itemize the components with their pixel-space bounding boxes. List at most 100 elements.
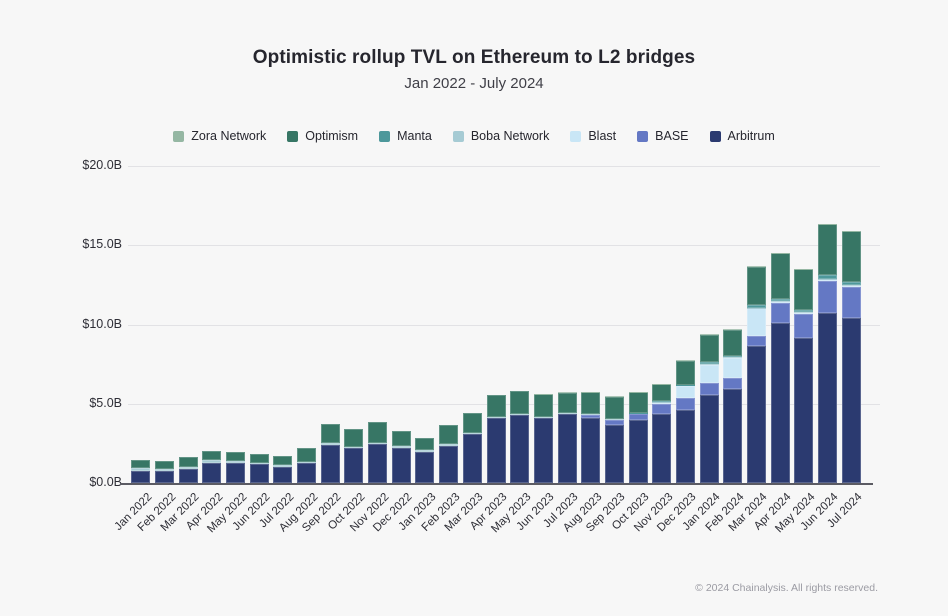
bar-segment-boba-network: [794, 312, 814, 314]
bar-segment-optimism: [249, 453, 269, 463]
gridline: [128, 325, 880, 326]
bar-feb-2023: [439, 0, 459, 483]
legend-swatch-manta: [379, 130, 391, 142]
bar-segment-arbitrum: [155, 470, 175, 483]
bar-segment-optimism: [557, 392, 577, 414]
bar-segment-optimism: [178, 457, 198, 467]
bar-segment-base: [675, 398, 695, 410]
bar-segment-optimism: [297, 448, 317, 462]
bar-segment-blast: [723, 357, 743, 378]
bar-segment-boba-network: [817, 278, 837, 280]
y-axis-label: $15.0B: [82, 237, 122, 252]
bar-segment-base: [604, 419, 624, 425]
bar-oct-2023: [628, 0, 648, 483]
bar-segment-boba-network: [628, 413, 648, 415]
bar-segment-boba-network: [297, 461, 317, 464]
bar-segment-optimism: [368, 422, 388, 443]
bar-segment-optimism: [391, 431, 411, 447]
bar-segment-arbitrum: [297, 463, 317, 483]
bar-segment-arbitrum: [652, 414, 672, 483]
bar-segment-arbitrum: [770, 322, 790, 483]
legend-label: Manta: [397, 129, 432, 143]
bar-segment-arbitrum: [344, 448, 364, 483]
bar-segment-manta: [794, 310, 814, 313]
bar-segment-optimism: [604, 396, 624, 419]
legend-swatch-boba-network: [452, 130, 464, 142]
bar-segment-arbitrum: [510, 414, 530, 483]
legend-swatch-base: [637, 130, 649, 142]
legend-swatch-zora-network: [173, 130, 185, 142]
bar-dec-2023: [675, 0, 695, 483]
bar-segment-optimism: [746, 266, 766, 306]
bar-mar-2023: [462, 0, 482, 483]
legend-item-zora-network: Zora Network: [173, 129, 266, 143]
bar-segment-optimism: [131, 459, 151, 469]
bar-segment-arbitrum: [368, 444, 388, 483]
bar-segment-boba-network: [462, 432, 482, 435]
bar-segment-optimism: [226, 452, 246, 461]
y-axis-label: $0.0B: [89, 475, 122, 489]
bar-segment-boba-network: [226, 460, 246, 464]
bar-segment-boba-network: [202, 460, 222, 464]
bar-segment-boba-network: [510, 413, 530, 415]
bar-aug-2022: [297, 0, 317, 483]
bar-segment-boba-network: [604, 418, 624, 420]
legend-item-manta: Manta: [379, 129, 432, 143]
bar-segment-blast: [675, 386, 695, 399]
x-axis-baseline: [120, 483, 873, 485]
bar-segment-boba-network: [273, 465, 293, 467]
y-axis-label: $20.0B: [82, 158, 122, 172]
bar-segment-arbitrum: [273, 466, 293, 483]
bar-may-2023: [510, 0, 530, 483]
bar-nov-2023: [652, 0, 672, 483]
bar-segment-manta: [628, 412, 648, 414]
copyright-text: © 2024 Chainalysis. All rights reserved.: [695, 582, 878, 594]
bar-jul-2023: [557, 0, 577, 483]
bar-segment-manta: [770, 299, 790, 302]
bar-sep-2023: [604, 0, 624, 483]
bar-segment-base: [628, 414, 648, 420]
bar-segment-optimism: [273, 455, 293, 466]
bar-segment-base: [746, 336, 766, 347]
legend-label: Arbitrum: [727, 129, 775, 143]
legend: Zora Network Optimism Manta Boba Network Bla…: [0, 129, 948, 143]
bar-segment-blast: [652, 402, 672, 405]
legend-label: BASE: [655, 129, 689, 143]
chart-title: Optimistic rollup TVL on Ethereum to L2 …: [252, 47, 696, 68]
bar-segment-base: [770, 303, 790, 323]
bar-segment-manta: [746, 305, 766, 308]
bar-segment-optimism: [533, 394, 553, 418]
bar-segment-boba-network: [557, 413, 577, 415]
bar-segment-boba-network: [486, 417, 506, 419]
bar-oct-2022: [344, 0, 364, 483]
bar-segment-blast: [746, 308, 766, 337]
bar-segment-boba-network: [841, 285, 861, 286]
legend-item-arbitrum: Arbitrum: [709, 129, 775, 143]
bar-segment-optimism: [155, 460, 175, 469]
legend-item-boba-network: Boba Network: [452, 129, 549, 143]
bar-segment-boba-network: [439, 444, 459, 446]
bar-segment-optimism: [415, 437, 435, 451]
bar-jan-2024: [699, 0, 719, 483]
bar-segment-arbitrum: [604, 424, 624, 483]
bar-segment-manta: [652, 400, 672, 402]
bar-segment-arbitrum: [320, 444, 340, 483]
bar-may-2022: [226, 0, 246, 483]
bar-segment-arbitrum: [391, 447, 411, 483]
bar-segment-optimism: [581, 392, 601, 415]
bar-segment-manta: [723, 355, 743, 357]
bar-segment-manta: [817, 274, 837, 279]
bar-segment-optimism: [628, 392, 648, 413]
bar-sep-2022: [320, 0, 340, 483]
legend-swatch-blast: [570, 130, 582, 142]
bar-apr-2024: [770, 0, 790, 483]
bar-segment-optimism: [841, 231, 861, 282]
bar-segment-optimism: [723, 329, 743, 356]
bar-segment-base: [794, 314, 814, 338]
bar-segment-boba-network: [533, 417, 553, 419]
bar-segment-blast: [841, 285, 861, 288]
bar-segment-arbitrum: [415, 451, 435, 483]
bar-jun-2022: [249, 0, 269, 483]
bar-segment-base: [817, 281, 837, 313]
